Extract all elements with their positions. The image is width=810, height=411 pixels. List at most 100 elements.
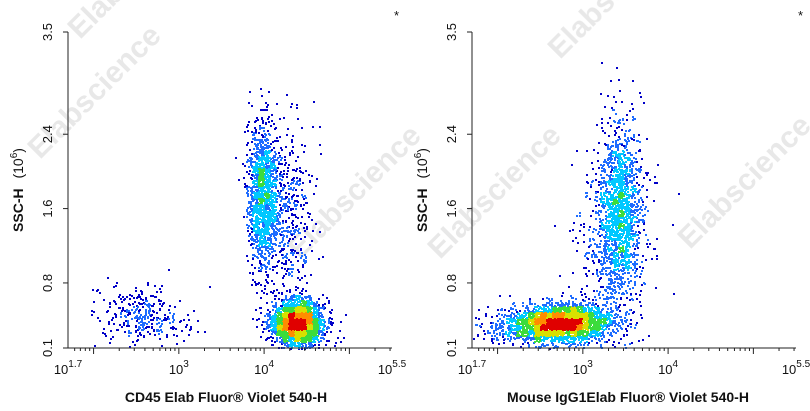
event-dot	[255, 226, 257, 228]
event-dot	[261, 117, 263, 119]
event-dot	[249, 206, 251, 208]
event-dot	[311, 344, 313, 346]
event-dot	[304, 296, 306, 298]
event-dot	[309, 310, 311, 312]
event-dot	[127, 323, 129, 325]
event-dot	[123, 324, 125, 326]
event-dot	[259, 166, 261, 168]
event-dot	[301, 255, 303, 257]
event-dot	[299, 179, 301, 181]
event-dot	[244, 131, 246, 133]
event-dot	[300, 257, 302, 259]
event-dot	[259, 234, 261, 236]
event-dot	[299, 339, 301, 341]
event-dot	[262, 142, 264, 144]
event-dot	[297, 327, 299, 329]
event-dot	[290, 300, 292, 302]
event-dot	[274, 159, 276, 161]
event-dot	[136, 340, 138, 342]
event-dot	[270, 162, 272, 164]
event-dot	[269, 253, 271, 255]
event-dot	[260, 307, 262, 309]
event-dot	[139, 327, 141, 329]
event-dot	[269, 172, 271, 174]
event-dot	[266, 201, 268, 203]
event-dot	[105, 335, 107, 337]
event-dot	[154, 296, 156, 298]
event-dot	[315, 336, 317, 338]
event-dot	[172, 315, 174, 317]
event-dot	[129, 346, 131, 348]
event-dot	[284, 243, 286, 245]
event-dot	[315, 328, 317, 330]
event-dot	[328, 300, 330, 302]
event-dot	[162, 303, 164, 305]
event-dot	[252, 138, 254, 140]
event-dot	[137, 306, 139, 308]
event-dot	[183, 319, 185, 321]
event-dot	[250, 244, 252, 246]
event-dot	[142, 329, 144, 331]
event-dot	[251, 205, 253, 207]
event-dot	[264, 240, 266, 242]
event-dot	[307, 306, 309, 308]
event-dot	[335, 342, 337, 344]
event-dot	[266, 109, 268, 111]
event-dot	[301, 346, 303, 348]
y-tick-label: 3.5	[40, 23, 55, 41]
event-dot	[303, 260, 305, 262]
event-dot	[260, 194, 262, 196]
event-dot	[268, 194, 270, 196]
event-dot	[291, 139, 293, 141]
event-dot	[272, 173, 274, 175]
event-dot	[263, 233, 265, 235]
event-dot	[287, 305, 289, 307]
event-dot	[152, 305, 154, 307]
event-dot	[254, 267, 256, 269]
event-dot	[323, 319, 325, 321]
event-dot	[314, 323, 316, 325]
event-dot	[291, 327, 293, 329]
event-dot	[276, 334, 278, 336]
event-dot	[299, 279, 301, 281]
event-dot	[134, 311, 136, 313]
event-dot	[272, 192, 274, 194]
event-dot	[247, 124, 249, 126]
event-dot	[284, 323, 286, 325]
event-dot	[290, 304, 292, 306]
event-dot	[257, 248, 259, 250]
event-dot	[308, 313, 310, 315]
event-dot	[302, 208, 304, 210]
event-dot	[139, 296, 141, 298]
event-dot	[251, 223, 253, 225]
event-dot	[271, 333, 273, 335]
event-dot	[278, 152, 280, 154]
event-dot	[294, 323, 296, 325]
event-dot	[300, 238, 302, 240]
event-dot	[280, 311, 282, 313]
event-dot	[153, 303, 155, 305]
event-dot	[258, 212, 260, 214]
event-dot	[286, 270, 288, 272]
event-dot	[133, 297, 135, 299]
event-dot	[315, 307, 317, 309]
event-dot	[154, 285, 156, 287]
event-dot	[345, 314, 347, 316]
event-dot	[279, 193, 281, 195]
event-dot	[253, 243, 255, 245]
event-dot	[248, 173, 250, 175]
event-dot	[262, 150, 264, 152]
event-dot	[278, 332, 280, 334]
event-dot	[122, 307, 124, 309]
event-dot	[290, 348, 292, 350]
event-dot	[252, 171, 254, 173]
event-dot	[279, 136, 281, 138]
event-dot	[302, 182, 304, 184]
y-tick-label: 1.6	[40, 200, 55, 218]
event-dot	[275, 227, 277, 229]
event-dot	[283, 304, 285, 306]
event-dot	[268, 165, 270, 167]
event-dot	[151, 327, 153, 329]
event-dot	[259, 241, 261, 243]
event-dot	[93, 301, 95, 303]
